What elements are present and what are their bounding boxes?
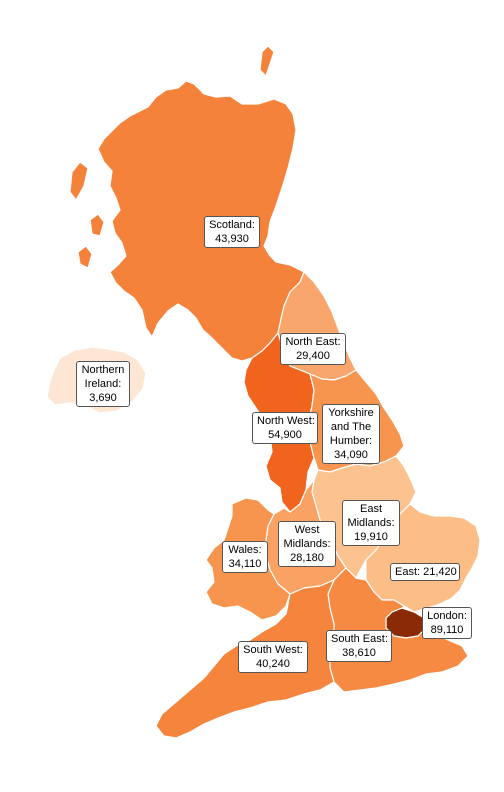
label-south-west: South West: 40,240	[238, 641, 308, 673]
label-south-west-value: 40,240	[256, 658, 290, 670]
label-london-value: 89,110	[430, 624, 464, 636]
label-east: East: 21,420	[390, 563, 460, 581]
label-yorkshire-name-3: Humber:	[329, 435, 373, 447]
label-yorkshire-name-2: and The	[330, 421, 372, 433]
label-wales-name: Wales:	[228, 544, 262, 556]
label-east-midlands-name-1: East	[359, 503, 382, 515]
region-scotland-islands-west-3	[77, 245, 93, 269]
label-east-midlands-value: 19,910	[354, 531, 388, 543]
label-north-west: North West: 54,900	[252, 412, 318, 444]
label-east-midlands: East Midlands: 19,910	[342, 500, 400, 546]
label-yorkshire: Yorkshire and The Humber: 34,090	[322, 404, 380, 464]
label-west-midlands-value: 28,180	[290, 552, 324, 564]
label-north-east: North East: 29,400	[280, 333, 346, 365]
label-yorkshire-name-1: Yorkshire	[328, 407, 374, 419]
region-scotland-islands-north	[259, 45, 275, 77]
label-northern-ireland-name-1: Northern	[81, 364, 125, 376]
label-scotland-value: 43,930	[215, 233, 249, 245]
label-south-east-name: South East:	[331, 633, 388, 645]
label-wales: Wales: 34,110	[222, 541, 268, 573]
label-london-name: London:	[427, 610, 467, 622]
label-northern-ireland-name-2: Ireland:	[84, 378, 122, 390]
label-west-midlands-name-2: Midlands:	[283, 538, 331, 550]
region-scotland-islands-west-2	[89, 213, 105, 237]
label-south-east-value: 38,610	[342, 647, 376, 659]
label-south-west-name: South West:	[243, 644, 303, 656]
label-northern-ireland-value: 3,690	[89, 392, 117, 404]
label-west-midlands: West Midlands: 28,180	[278, 521, 336, 567]
label-north-west-name: North West:	[257, 415, 315, 427]
label-east-midlands-name-2: Midlands:	[347, 517, 395, 529]
label-west-midlands-name-1: West	[294, 524, 320, 536]
label-london: London: 89,110	[422, 607, 472, 639]
label-scotland: Scotland: 43,930	[204, 216, 260, 248]
label-northern-ireland: Northern Ireland: 3,690	[76, 361, 130, 407]
region-scotland[interactable]	[97, 80, 305, 362]
label-east-name-value: East: 21,420	[395, 566, 457, 578]
label-north-west-value: 54,900	[268, 429, 302, 441]
region-scotland-islands-west	[69, 161, 89, 201]
label-yorkshire-value: 34,090	[334, 449, 368, 461]
label-south-east: South East: 38,610	[326, 630, 392, 662]
label-scotland-name: Scotland:	[209, 219, 255, 231]
label-wales-value: 34,110	[228, 558, 262, 570]
label-north-east-value: 29,400	[296, 350, 330, 362]
label-north-east-name: North East:	[285, 336, 341, 348]
